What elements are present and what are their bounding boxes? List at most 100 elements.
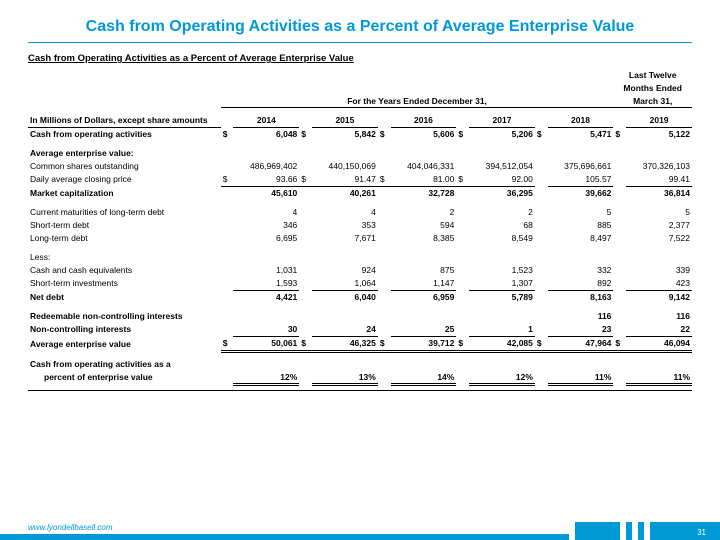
- row-ltd: Long-term debt: [28, 232, 221, 245]
- row-nci: Non-controlling interests: [28, 323, 221, 337]
- cfo-2014: 6,048: [233, 127, 299, 141]
- cash-2: 875: [391, 264, 457, 277]
- ltd-5: 7,522: [626, 232, 692, 245]
- sti-1: 1,064: [312, 277, 378, 291]
- aev-0: 50,061: [233, 336, 299, 351]
- price-0: 93.66: [233, 173, 299, 187]
- curmat-2: 2: [391, 206, 457, 219]
- aev-5: 46,094: [626, 336, 692, 351]
- mcap-4: 39,662: [548, 186, 614, 200]
- cfo-2015: 5,842: [312, 127, 378, 141]
- netdebt-3: 5,789: [469, 290, 535, 304]
- sti-5: 423: [626, 277, 692, 291]
- mcap-2: 32,728: [391, 186, 457, 200]
- std-1: 353: [312, 219, 378, 232]
- mcap-3: 36,295: [469, 186, 535, 200]
- pct-l1: Cash from operating activities as a: [28, 357, 221, 370]
- row-cash: Cash and cash equivalents: [28, 264, 221, 277]
- price-5: 99.41: [626, 173, 692, 187]
- yr-2014: 2014: [233, 114, 299, 128]
- aev-hdr: Average enterprise value:: [28, 147, 221, 160]
- rnci-0: [233, 310, 299, 323]
- pct-2: 14%: [391, 370, 457, 385]
- cfo-2017: 5,206: [469, 127, 535, 141]
- footer: www.lyondellbasell.com 31: [0, 516, 720, 540]
- ltd-3: 8,549: [469, 232, 535, 245]
- rnci-2: [391, 310, 457, 323]
- cash-0: 1,031: [233, 264, 299, 277]
- row-std: Short-term debt: [28, 219, 221, 232]
- shares-2: 404,046,331: [391, 160, 457, 173]
- nci-4: 23: [548, 323, 614, 337]
- shares-1: 440,150,069: [312, 160, 378, 173]
- netdebt-0: 4,421: [233, 290, 299, 304]
- pct-1: 13%: [312, 370, 378, 385]
- aev-3: 42,085: [469, 336, 535, 351]
- aev-4: 47,964: [548, 336, 614, 351]
- price-1: 91.47: [312, 173, 378, 187]
- rnci-5: 116: [626, 310, 692, 323]
- nci-3: 1: [469, 323, 535, 337]
- ltd-1: 7,671: [312, 232, 378, 245]
- hdr-lt-1: Last Twelve: [613, 68, 692, 81]
- hdr-lt-2: Months Ended: [613, 81, 692, 94]
- row-netdebt: Net debt: [28, 290, 221, 304]
- curmat-3: 2: [469, 206, 535, 219]
- nci-5: 22: [626, 323, 692, 337]
- curmat-1: 4: [312, 206, 378, 219]
- netdebt-5: 9,142: [626, 290, 692, 304]
- aev-2: 39,712: [391, 336, 457, 351]
- pct-5: 11%: [626, 370, 692, 385]
- curmat-5: 5: [626, 206, 692, 219]
- std-0: 346: [233, 219, 299, 232]
- cfo-2019: 5,122: [626, 127, 692, 141]
- price-3: 92.00: [469, 173, 535, 187]
- ltd-2: 8,385: [391, 232, 457, 245]
- rnci-1: [312, 310, 378, 323]
- rnci-3: [469, 310, 535, 323]
- subtitle: Cash from Operating Activities as a Perc…: [28, 53, 692, 64]
- netdebt-2: 6,959: [391, 290, 457, 304]
- sti-2: 1,147: [391, 277, 457, 291]
- yr-2018: 2018: [548, 114, 614, 128]
- page-number: 31: [697, 528, 706, 537]
- shares-3: 394,512,054: [469, 160, 535, 173]
- row-mcap: Market capitalization: [28, 186, 221, 200]
- std-5: 2,377: [626, 219, 692, 232]
- cfo-2018: 5,471: [548, 127, 614, 141]
- col-label: In Millions of Dollars, except share amo…: [28, 114, 221, 128]
- nci-0: 30: [233, 323, 299, 337]
- cash-5: 339: [626, 264, 692, 277]
- row-aev: Average enterprise value: [28, 336, 221, 351]
- row-shares: Common shares outstanding: [28, 160, 221, 173]
- cash-1: 924: [312, 264, 378, 277]
- row-cfo-label: Cash from operating activities: [28, 127, 221, 141]
- aev-1: 46,325: [312, 336, 378, 351]
- row-less: Less:: [28, 251, 221, 264]
- cfo-2016: 5,606: [391, 127, 457, 141]
- row-curmat: Current maturities of long-term debt: [28, 206, 221, 219]
- pct-3: 12%: [469, 370, 535, 385]
- row-rnci: Redeemable non-controlling interests: [28, 310, 221, 323]
- curmat-0: 4: [233, 206, 299, 219]
- price-2: 81.00: [391, 173, 457, 187]
- std-2: 594: [391, 219, 457, 232]
- shares-5: 370,326,103: [626, 160, 692, 173]
- yr-2019: 2019: [626, 114, 692, 128]
- cash-3: 1,523: [469, 264, 535, 277]
- footer-bar: [0, 522, 720, 540]
- sti-3: 1,307: [469, 277, 535, 291]
- mcap-1: 40,261: [312, 186, 378, 200]
- shares-0: 486,969,402: [233, 160, 299, 173]
- std-3: 68: [469, 219, 535, 232]
- curmat-4: 5: [548, 206, 614, 219]
- sti-4: 892: [548, 277, 614, 291]
- netdebt-1: 6,040: [312, 290, 378, 304]
- row-sti: Short-term investments: [28, 277, 221, 291]
- std-4: 885: [548, 219, 614, 232]
- page-title: Cash from Operating Activities as a Perc…: [28, 18, 692, 43]
- yr-2017: 2017: [469, 114, 535, 128]
- pct-l2: percent of enterprise value: [28, 370, 221, 385]
- cash-4: 332: [548, 264, 614, 277]
- mcap-0: 45,610: [233, 186, 299, 200]
